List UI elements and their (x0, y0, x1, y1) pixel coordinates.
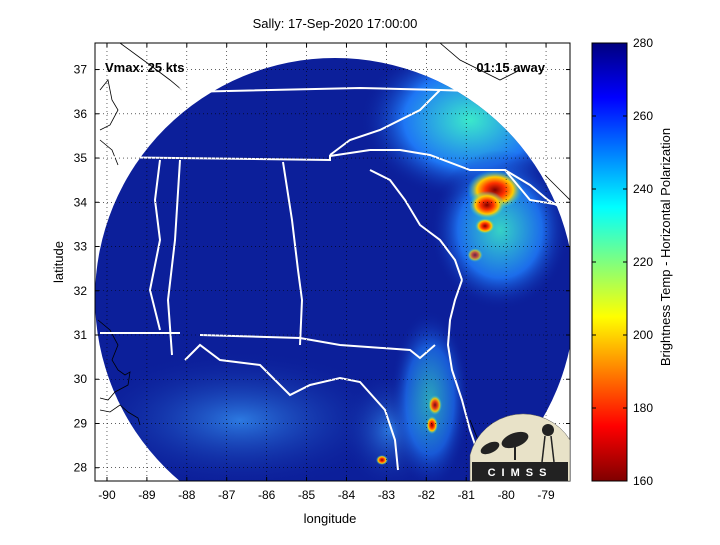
colorbar-tick-label: 200 (633, 328, 653, 342)
x-tick-label: -82 (418, 488, 436, 502)
x-tick-label: -89 (138, 488, 156, 502)
y-tick-label: 29 (74, 416, 88, 430)
y-tick-label: 32 (74, 284, 88, 298)
y-axis-label: latitude (51, 241, 66, 283)
colorbar-tick-label: 260 (633, 109, 653, 123)
colorbar-tick-label: 280 (633, 36, 653, 50)
colorbar: 280 260 240 220 200 180 160 Brightness Temp - … (591, 36, 673, 488)
x-tick-label: -83 (378, 488, 396, 502)
x-tick-label: -81 (458, 488, 476, 502)
x-tick-label: -88 (178, 488, 196, 502)
state-boundaries (95, 86, 566, 471)
colorbar-tick-label: 220 (633, 255, 653, 269)
colorbar-gradient (591, 42, 628, 482)
y-tick-label: 30 (74, 372, 88, 386)
x-tick-label: -90 (98, 488, 116, 502)
colorbar-tick-label: 240 (633, 182, 653, 196)
colorbar-tick-label: 160 (633, 474, 653, 488)
y-tick-label: 33 (74, 240, 88, 254)
cimss-logo: CIMSS (469, 413, 571, 482)
x-tick-label: -87 (218, 488, 236, 502)
x-tick-label: -85 (298, 488, 316, 502)
y-tick-label: 35 (74, 151, 88, 165)
y-tick-label: 34 (74, 195, 88, 209)
y-tick-label: 28 (74, 461, 88, 475)
colorbar-label: Brightness Temp - Horizontal Polarizatio… (658, 128, 673, 366)
cimss-logo-text: CIMSS (488, 467, 553, 479)
vmax-label: Vmax: 25 kts (105, 60, 185, 75)
x-tick-label: -80 (497, 488, 515, 502)
chart-title: Sally: 17-Sep-2020 17:00:00 (253, 16, 418, 31)
colorbar-ticks: 280 260 240 220 200 180 160 (592, 36, 653, 488)
x-ticks: -90 -89 -88 -87 -86 -85 -84 -83 -82 -81 -80 -79 (98, 43, 555, 502)
colorbar-tick-label: 180 (633, 401, 653, 415)
time-away-label: 01:15 away (476, 60, 545, 75)
y-tick-label: 37 (74, 63, 88, 77)
x-tick-label: -79 (537, 488, 555, 502)
y-tick-label: 31 (74, 328, 88, 342)
x-tick-label: -86 (258, 488, 276, 502)
x-axis-label: longitude (304, 511, 357, 526)
brightness-temperature-field (95, 43, 570, 481)
x-tick-label: -84 (338, 488, 356, 502)
y-tick-label: 36 (74, 107, 88, 121)
y-ticks: 28 29 30 31 32 33 34 35 36 37 (74, 63, 570, 475)
